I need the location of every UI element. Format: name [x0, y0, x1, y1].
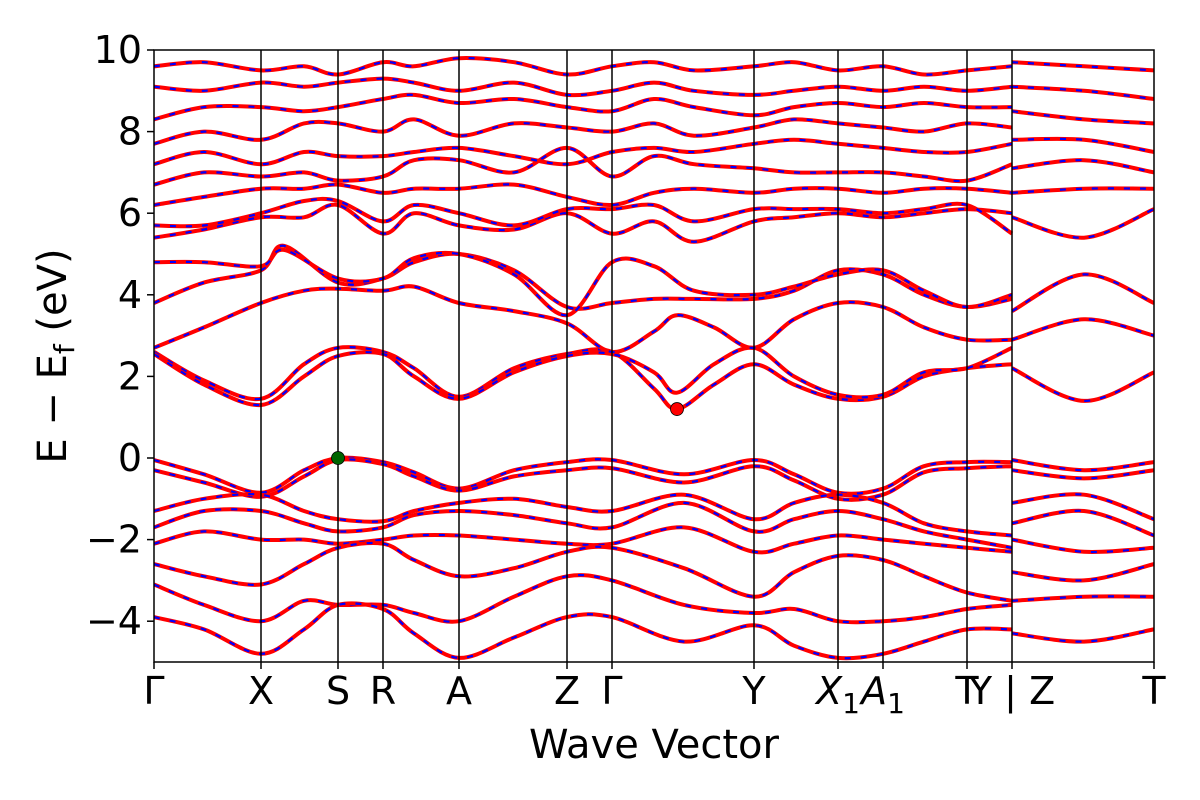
band-line-dashed-14 [1011, 595, 1154, 602]
band-line-13 [1011, 562, 1154, 583]
band-line-11 [1011, 508, 1154, 538]
band-line-dashed-28 [154, 138, 1013, 166]
band-line-dashed-19 [154, 244, 1013, 310]
band-line-26 [154, 182, 1013, 208]
bands-layer [154, 56, 1154, 661]
band-line-dashed-35 [1011, 159, 1154, 174]
y-axis-label-sub: f [48, 343, 81, 354]
extremum-marker-1 [670, 402, 684, 416]
band-line-dashed-24 [154, 203, 1013, 243]
kpoint-lines [260, 50, 1013, 662]
x-tick-label-0: Γ [143, 669, 164, 713]
band-line-30 [154, 92, 1013, 122]
band-line-dashed-21 [1011, 367, 1154, 403]
x-axis-label: Wave Vector [529, 722, 780, 768]
x-tick-label-9: A1 [858, 669, 905, 720]
band-line-36 [1011, 136, 1154, 154]
x-tick-label-6: Γ [601, 669, 622, 713]
band-line-23 [1011, 272, 1154, 313]
band-line-dashed-13 [1011, 563, 1154, 582]
band-line-dashed-11 [1011, 509, 1154, 537]
band-line-dashed-8 [1011, 458, 1154, 472]
x-tick-label-12: T [1141, 669, 1166, 713]
band-line-dashed-10 [1011, 493, 1154, 521]
band-line-dashed-15 [1011, 628, 1154, 643]
y-tick-label-7: −4 [86, 599, 142, 643]
x-tick-label-4: A [446, 669, 472, 713]
band-line-25 [154, 196, 1014, 236]
band-line-dashed-23 [1011, 273, 1154, 313]
band-line-22 [1011, 317, 1154, 342]
band-line-12 [1011, 537, 1154, 555]
band-line-dashed-38 [1011, 85, 1154, 101]
y-tick-label-6: −2 [86, 518, 142, 562]
band-line-dashed-29 [154, 118, 1013, 145]
y-axis-label-main: E − E [30, 354, 76, 464]
band-line-dashed-12 [1011, 538, 1154, 554]
y-tick-label-3: 4 [118, 273, 142, 317]
band-line-dashed-22 [1011, 318, 1154, 341]
extremum-marker-0 [331, 451, 345, 465]
band-line-dashed-34 [1011, 187, 1154, 194]
x-tick-label-7: Y [741, 669, 766, 713]
extrema-markers [331, 402, 684, 465]
x-tick-label-5: Z [554, 669, 580, 713]
y-tick-label-0: 10 [94, 28, 142, 72]
band-line-dashed-9 [1011, 469, 1154, 480]
y-axis-ticks: 10 8 6 4 2 0 −2 −4 [86, 28, 154, 643]
y-tick-label-4: 2 [118, 354, 142, 398]
band-line-dashed-39 [1011, 61, 1154, 72]
x-tick-label-1: X [248, 669, 274, 713]
x-tick-label-11: Y | Z [968, 669, 1055, 714]
x-tick-label-8: X1 [814, 669, 860, 720]
y-tick-label-5: 0 [118, 436, 142, 480]
band-line-33 [1011, 207, 1154, 240]
band-line-dashed-20 [154, 248, 1013, 317]
band-line-35 [1011, 158, 1154, 175]
band-line-8 [1011, 458, 1154, 473]
y-tick-label-1: 8 [118, 110, 142, 154]
band-line-15 [1011, 627, 1154, 644]
band-line-31 [154, 76, 1013, 98]
band-line-dashed-7 [154, 602, 1013, 660]
x-tick-label-10: T [954, 669, 979, 713]
band-line-dashed-36 [1011, 137, 1154, 154]
band-line-dashed-33 [1011, 208, 1154, 239]
y-tick-label-2: 6 [118, 191, 142, 235]
x-tick-label-2: S [326, 669, 350, 713]
band-line-dashed-37 [1011, 110, 1154, 125]
x-tick-label-3: R [370, 669, 396, 713]
y-axis-label: E − Ef (eV) [30, 248, 81, 463]
y-axis-label-unit: (eV) [30, 248, 76, 344]
band-line-32 [154, 56, 1013, 77]
plot-frame [153, 49, 1155, 663]
